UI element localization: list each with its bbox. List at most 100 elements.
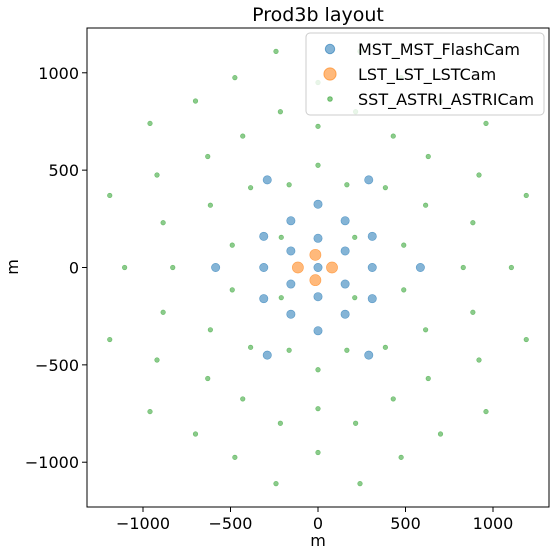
point bbox=[192, 431, 199, 437]
point bbox=[390, 133, 396, 139]
point bbox=[240, 133, 246, 139]
point bbox=[205, 375, 211, 382]
point bbox=[211, 262, 221, 272]
point bbox=[160, 309, 166, 315]
y-tick-label: 500 bbox=[48, 161, 79, 180]
legend-marker bbox=[323, 67, 337, 81]
point bbox=[415, 262, 425, 272]
x-tick-label: 1000 bbox=[473, 514, 514, 533]
point bbox=[523, 192, 529, 199]
point bbox=[286, 347, 292, 353]
point bbox=[262, 175, 272, 185]
point bbox=[286, 279, 296, 289]
y-axis: −1000 −500 0 500 1000 bbox=[25, 64, 87, 472]
point bbox=[470, 220, 476, 226]
point bbox=[398, 454, 404, 460]
point bbox=[401, 287, 407, 293]
point bbox=[401, 242, 407, 248]
series-MST_MST_FlashCam bbox=[211, 175, 425, 360]
point bbox=[476, 357, 482, 363]
point bbox=[259, 231, 269, 241]
point bbox=[154, 357, 160, 363]
point bbox=[232, 454, 238, 460]
x-axis: −1000 −500 0 500 1000 bbox=[116, 507, 513, 533]
point bbox=[423, 202, 429, 208]
x-tick-label: 500 bbox=[390, 514, 421, 533]
series-LST_LST_LSTCam bbox=[291, 248, 338, 287]
chart-title: Prod3b layout bbox=[252, 4, 384, 26]
point bbox=[313, 233, 323, 243]
point bbox=[273, 48, 279, 54]
point bbox=[107, 336, 113, 343]
point bbox=[352, 295, 358, 301]
point bbox=[291, 261, 304, 274]
x-tick-label: −500 bbox=[209, 514, 253, 533]
point bbox=[340, 216, 350, 226]
point bbox=[278, 234, 284, 240]
point bbox=[344, 347, 350, 353]
point bbox=[309, 248, 322, 261]
point bbox=[340, 279, 350, 289]
point bbox=[207, 202, 213, 208]
y-axis-label: m bbox=[3, 259, 22, 275]
y-tick-label: 0 bbox=[69, 259, 79, 278]
point bbox=[315, 367, 321, 373]
point bbox=[508, 264, 514, 271]
point bbox=[240, 396, 246, 402]
legend-label: LST_LST_LSTCam bbox=[358, 65, 496, 85]
legend-box bbox=[305, 32, 545, 116]
point bbox=[248, 344, 254, 350]
y-tick-label: −1000 bbox=[25, 453, 79, 472]
point bbox=[437, 431, 444, 437]
point bbox=[277, 109, 283, 115]
point bbox=[262, 350, 272, 360]
point bbox=[483, 120, 489, 127]
point bbox=[357, 481, 363, 487]
point bbox=[523, 336, 529, 343]
point bbox=[382, 185, 388, 191]
point bbox=[367, 231, 377, 241]
point bbox=[340, 246, 350, 256]
point bbox=[122, 264, 128, 271]
point bbox=[483, 408, 489, 415]
point bbox=[425, 153, 431, 160]
point bbox=[286, 216, 296, 226]
point bbox=[286, 182, 292, 188]
point bbox=[344, 182, 350, 188]
point bbox=[277, 420, 283, 426]
point bbox=[229, 242, 235, 248]
point bbox=[154, 172, 160, 178]
point bbox=[313, 199, 323, 209]
point bbox=[205, 153, 211, 160]
point bbox=[278, 295, 284, 301]
point bbox=[315, 162, 321, 168]
point bbox=[367, 262, 377, 272]
legend: MST_MST_FlashCam LST_LST_LSTCam SST_ASTRI_… bbox=[305, 32, 545, 116]
point bbox=[286, 309, 296, 319]
point bbox=[192, 98, 199, 104]
y-tick-label: 1000 bbox=[38, 64, 79, 83]
point bbox=[364, 175, 374, 185]
point bbox=[107, 192, 113, 199]
legend-label: MST_MST_FlashCam bbox=[358, 40, 520, 60]
x-axis-label: m bbox=[310, 531, 326, 550]
point bbox=[315, 406, 321, 412]
point bbox=[315, 449, 321, 456]
point bbox=[352, 234, 358, 240]
legend-label: SST_ASTRI_ASTRICam bbox=[358, 90, 534, 110]
point bbox=[313, 292, 323, 302]
point bbox=[229, 287, 235, 293]
point bbox=[309, 274, 322, 287]
point bbox=[160, 220, 166, 226]
legend-marker bbox=[327, 96, 333, 102]
point bbox=[147, 408, 153, 415]
point bbox=[390, 396, 396, 402]
point bbox=[326, 261, 338, 274]
point bbox=[248, 185, 254, 191]
point bbox=[382, 344, 388, 350]
x-tick-label: −1000 bbox=[116, 514, 170, 533]
point bbox=[423, 327, 429, 333]
point bbox=[470, 309, 476, 315]
point bbox=[364, 350, 374, 360]
